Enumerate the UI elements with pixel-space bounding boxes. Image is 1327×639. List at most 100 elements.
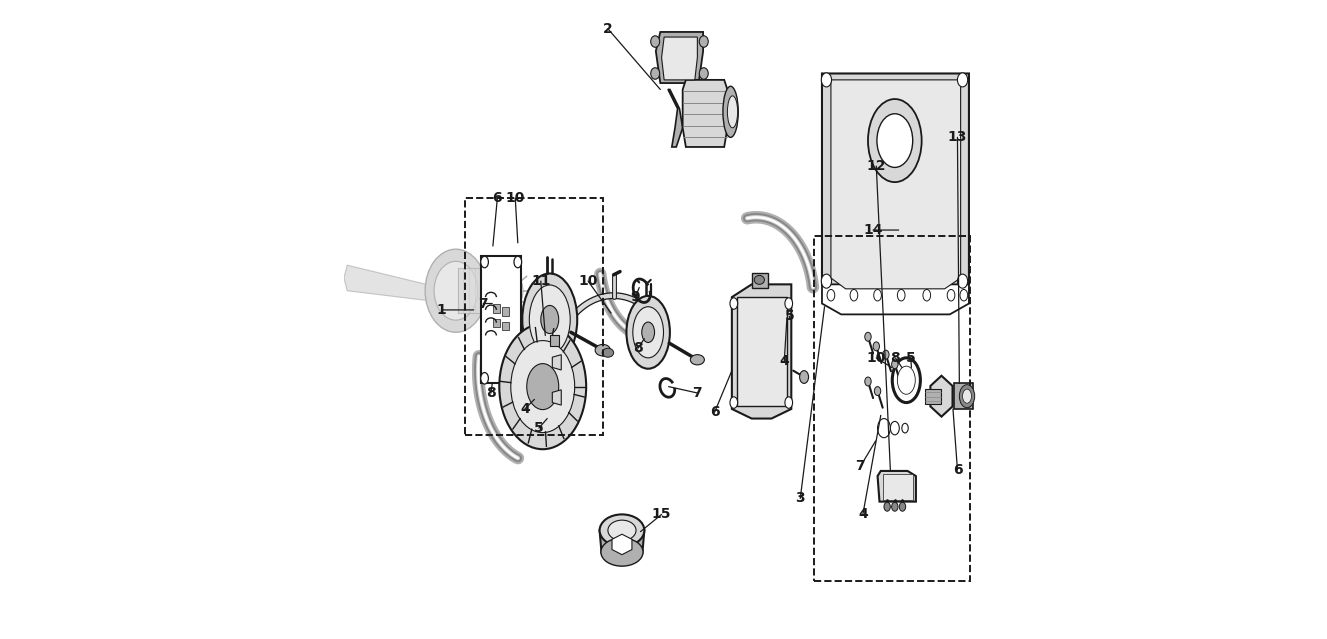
- Ellipse shape: [865, 332, 871, 341]
- Text: 5: 5: [533, 421, 544, 435]
- Ellipse shape: [536, 385, 541, 394]
- Ellipse shape: [541, 403, 545, 409]
- Polygon shape: [821, 284, 969, 314]
- Bar: [492, 304, 500, 313]
- Bar: [882, 474, 913, 500]
- Text: 7: 7: [479, 296, 488, 311]
- Ellipse shape: [434, 261, 478, 320]
- Text: 8: 8: [633, 341, 642, 355]
- Ellipse shape: [821, 73, 832, 87]
- Text: 10: 10: [579, 274, 597, 288]
- Polygon shape: [831, 80, 961, 289]
- Text: 2: 2: [602, 22, 613, 36]
- Ellipse shape: [730, 298, 738, 309]
- Text: 4: 4: [520, 402, 529, 416]
- Ellipse shape: [874, 387, 881, 396]
- Polygon shape: [600, 530, 645, 553]
- Ellipse shape: [890, 422, 900, 435]
- Ellipse shape: [727, 96, 738, 128]
- Bar: [458, 268, 506, 313]
- Ellipse shape: [495, 270, 523, 311]
- Text: 4: 4: [779, 354, 790, 368]
- Ellipse shape: [924, 289, 930, 301]
- Text: 1: 1: [437, 303, 447, 317]
- Ellipse shape: [480, 373, 488, 384]
- Ellipse shape: [827, 289, 835, 301]
- Text: 10: 10: [506, 191, 525, 205]
- Ellipse shape: [511, 341, 575, 433]
- Ellipse shape: [514, 256, 522, 268]
- Polygon shape: [682, 80, 727, 147]
- Ellipse shape: [608, 520, 636, 541]
- Text: 4: 4: [859, 507, 868, 521]
- Bar: [954, 383, 973, 409]
- Ellipse shape: [958, 274, 967, 288]
- Polygon shape: [930, 376, 953, 417]
- Bar: [551, 335, 559, 346]
- Ellipse shape: [600, 514, 645, 546]
- Ellipse shape: [555, 403, 559, 409]
- Ellipse shape: [892, 360, 898, 369]
- Ellipse shape: [959, 289, 967, 301]
- Ellipse shape: [754, 275, 764, 284]
- Ellipse shape: [535, 403, 539, 409]
- Ellipse shape: [642, 322, 654, 343]
- Ellipse shape: [594, 344, 610, 356]
- Ellipse shape: [499, 324, 587, 449]
- Text: 5: 5: [784, 309, 795, 323]
- Text: 3: 3: [795, 491, 805, 505]
- Ellipse shape: [528, 385, 533, 394]
- Ellipse shape: [514, 373, 522, 384]
- Ellipse shape: [959, 385, 975, 408]
- Ellipse shape: [480, 256, 488, 268]
- Ellipse shape: [892, 358, 921, 403]
- Ellipse shape: [529, 285, 571, 354]
- Ellipse shape: [527, 364, 559, 410]
- Text: 7: 7: [856, 459, 865, 473]
- Text: 8: 8: [486, 386, 496, 400]
- Polygon shape: [733, 284, 791, 419]
- Ellipse shape: [873, 342, 880, 351]
- Polygon shape: [552, 355, 561, 370]
- Polygon shape: [821, 73, 969, 297]
- Bar: [502, 307, 508, 316]
- Text: 6: 6: [492, 191, 502, 205]
- Text: 12: 12: [867, 159, 886, 173]
- Text: 10: 10: [867, 351, 886, 365]
- Ellipse shape: [897, 366, 916, 394]
- Ellipse shape: [690, 355, 705, 365]
- Ellipse shape: [425, 249, 487, 332]
- Polygon shape: [344, 265, 453, 304]
- Text: 11: 11: [531, 274, 551, 288]
- Ellipse shape: [865, 377, 871, 386]
- Ellipse shape: [528, 403, 532, 409]
- Text: 9: 9: [630, 290, 640, 304]
- Polygon shape: [552, 390, 561, 405]
- Ellipse shape: [821, 274, 832, 288]
- Ellipse shape: [947, 289, 955, 301]
- Polygon shape: [482, 256, 522, 383]
- Text: 8: 8: [890, 351, 900, 365]
- Ellipse shape: [784, 298, 792, 309]
- Ellipse shape: [902, 423, 908, 433]
- Ellipse shape: [882, 350, 889, 359]
- Ellipse shape: [633, 307, 664, 358]
- Ellipse shape: [962, 389, 971, 403]
- Ellipse shape: [892, 502, 898, 511]
- Ellipse shape: [868, 99, 922, 182]
- Text: 13: 13: [947, 130, 967, 144]
- Ellipse shape: [602, 348, 613, 357]
- Polygon shape: [662, 37, 698, 80]
- Ellipse shape: [900, 502, 906, 511]
- Polygon shape: [656, 32, 703, 83]
- Ellipse shape: [897, 289, 905, 301]
- Ellipse shape: [650, 68, 660, 79]
- Bar: [492, 319, 500, 327]
- Ellipse shape: [650, 36, 660, 47]
- Text: 7: 7: [693, 386, 702, 400]
- Bar: [813, 236, 970, 581]
- Polygon shape: [612, 534, 632, 555]
- Ellipse shape: [723, 86, 738, 137]
- Ellipse shape: [873, 289, 881, 301]
- Polygon shape: [877, 471, 916, 502]
